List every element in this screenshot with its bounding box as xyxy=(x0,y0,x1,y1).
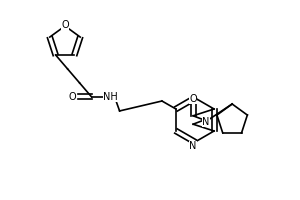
Text: N: N xyxy=(189,141,197,151)
Text: N: N xyxy=(202,117,210,127)
Text: O: O xyxy=(69,92,76,102)
Text: NH: NH xyxy=(103,92,118,102)
Text: O: O xyxy=(189,94,197,104)
Text: O: O xyxy=(61,20,69,30)
